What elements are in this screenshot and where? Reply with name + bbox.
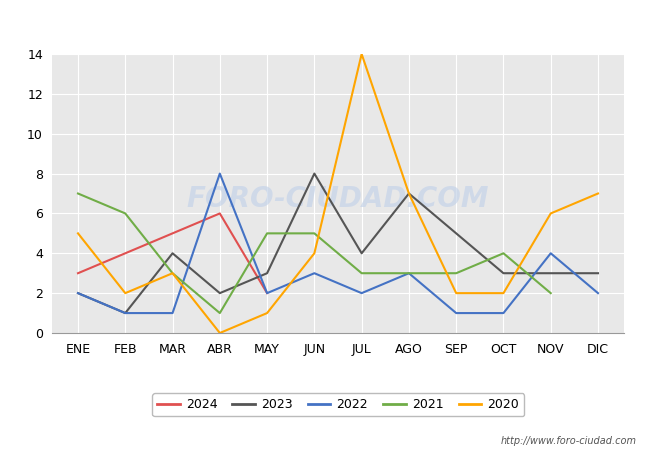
Text: Matriculaciones de Vehiculos en Sopuerta: Matriculaciones de Vehiculos en Sopuerta bbox=[136, 10, 514, 28]
Text: FORO-CIUDAD.COM: FORO-CIUDAD.COM bbox=[187, 185, 489, 213]
Text: http://www.foro-ciudad.com: http://www.foro-ciudad.com bbox=[501, 436, 637, 446]
Legend: 2024, 2023, 2022, 2021, 2020: 2024, 2023, 2022, 2021, 2020 bbox=[152, 393, 524, 416]
